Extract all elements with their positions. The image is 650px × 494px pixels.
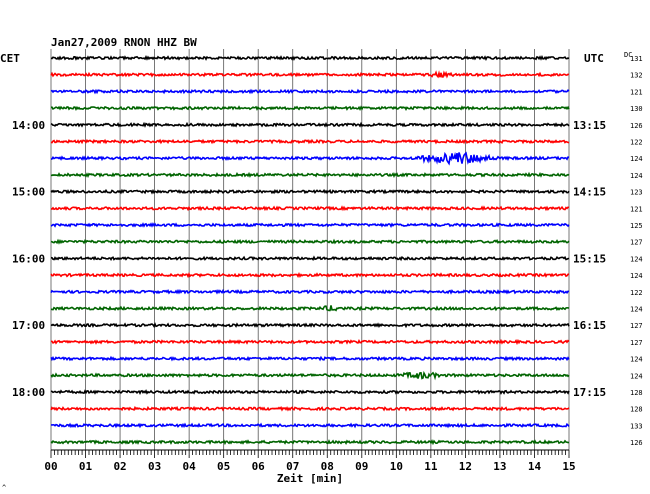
right-time-label: 17:15 [573,386,606,399]
dc-value: 124 [630,356,643,364]
trace-row-19 [50,355,570,362]
dc-value: 122 [630,289,643,297]
dc-value: 125 [630,222,643,230]
left-time-label: 14:00 [12,119,45,132]
trace-row-7 [50,151,570,166]
dc-value: 133 [630,422,643,430]
trace-row-12 [50,238,570,245]
trace-row-2 [50,70,570,79]
dc-value: 131 [630,55,643,63]
x-tick-label: 00 [44,460,57,473]
trace-row-9 [50,188,570,195]
dc-value: 127 [630,239,643,247]
dc-value: 122 [630,139,643,147]
dc-value: 124 [630,372,643,380]
x-tick-label: 14 [528,460,542,473]
footer-mark: ^ [2,484,6,492]
dc-value: 124 [630,155,643,163]
dc-value: 132 [630,72,643,80]
chart-title: Jan27,2009 RNON HHZ BW [51,36,197,49]
trace-row-22 [50,405,570,412]
x-tick-label: 06 [252,460,266,473]
trace-row-5 [50,121,570,128]
trace-row-1 [50,54,570,61]
left-time-label: 18:00 [12,386,45,399]
trace-row-3 [50,88,570,95]
right-time-label: 16:15 [573,319,606,332]
x-tick-label: 08 [321,460,334,473]
left-axis-label: CET [0,52,20,65]
dc-value: 121 [630,88,643,96]
trace-row-10 [50,205,570,212]
dc-value: 128 [630,389,643,397]
grid [50,49,570,450]
x-tick-label: 09 [355,460,368,473]
left-time-label: 17:00 [12,319,45,332]
right-time-label: 15:15 [573,252,606,265]
trace-row-14 [50,271,570,279]
trace-row-6 [50,138,570,145]
trace-row-4 [50,105,570,112]
dc-value: 127 [630,322,643,330]
x-tick-label: 07 [286,460,299,473]
dc-value-labels: 131 132 121 130 126 122 124 124 123 121 125 127 124 1… [630,55,643,447]
trace-row-18 [50,338,570,346]
dc-value: 124 [630,255,643,263]
dc-value: 124 [630,172,643,180]
trace-row-13 [50,255,570,262]
trace-row-16 [50,305,570,312]
x-tick-label: 04 [183,460,197,473]
x-tick-label: 05 [217,460,230,473]
traces [50,54,570,446]
trace-row-23 [50,422,570,429]
x-tick-label: 10 [390,460,403,473]
x-axis-label: Zeit [min] [277,472,343,485]
dc-value: 126 [630,122,643,130]
dc-value: 128 [630,406,643,414]
x-tick-label: 12 [459,460,472,473]
right-time-labels: 13:15 14:15 15:15 16:15 17:15 [573,119,606,399]
trace-row-8 [50,171,570,179]
trace-row-15 [50,288,570,295]
x-tick-label: 13 [493,460,506,473]
trace-row-20 [50,370,570,381]
trace-row-21 [50,389,570,395]
x-tick-label: 03 [148,460,161,473]
dc-label: DC [624,51,632,59]
dc-value: 121 [630,205,643,213]
dc-value: 127 [630,339,643,347]
left-time-label: 15:00 [12,186,45,199]
trace-row-24 [50,439,570,446]
dc-value: 130 [630,105,643,113]
right-time-label: 13:15 [573,119,606,132]
trace-row-17 [50,322,570,329]
x-axis: 00 01 02 03 04 05 06 07 08 09 10 11 12 13 14 15 [44,449,576,473]
dc-value: 123 [630,189,643,197]
left-time-label: 16:00 [12,252,45,265]
left-time-labels: 14:00 15:00 16:00 17:00 18:00 [12,119,45,399]
dc-value: 124 [630,306,643,314]
x-tick-label: 02 [113,460,126,473]
x-tick-label: 15 [562,460,575,473]
right-time-label: 14:15 [573,186,606,199]
right-axis-label: UTC [584,52,604,65]
dc-value: 124 [630,272,643,280]
dc-value: 126 [630,439,643,447]
x-tick-label: 01 [79,460,93,473]
trace-row-11 [50,222,570,228]
x-tick-label: 11 [424,460,438,473]
